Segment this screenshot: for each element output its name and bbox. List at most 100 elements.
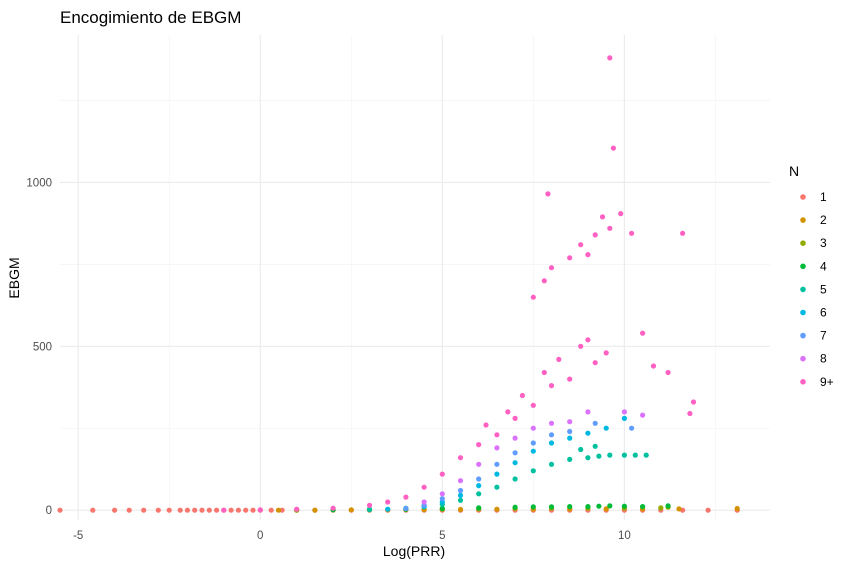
point-series-4 <box>665 503 671 509</box>
point-series-9+ <box>545 191 551 197</box>
point-series-6 <box>567 435 573 441</box>
point-series-5 <box>366 506 373 513</box>
point-series-1 <box>177 507 183 513</box>
point-series-2 <box>348 507 354 513</box>
point-series-9+ <box>567 255 573 261</box>
point-series-5 <box>621 452 628 458</box>
point-series-8 <box>421 499 427 505</box>
legend-label-8: 8 <box>820 352 827 366</box>
point-series-1 <box>250 507 256 513</box>
point-series-9+ <box>690 399 697 405</box>
legend-key-6 <box>800 309 806 316</box>
legend-label-3: 3 <box>820 236 827 250</box>
point-series-9+ <box>599 214 606 220</box>
legend-label-7: 7 <box>820 329 827 343</box>
point-series-6 <box>512 460 518 466</box>
point-series-9+ <box>640 330 646 336</box>
point-series-9+ <box>476 442 482 448</box>
chart-title: Encogimiento de EBGM <box>60 8 241 27</box>
point-series-9+ <box>403 494 409 500</box>
point-series-1 <box>57 507 63 513</box>
point-series-9+ <box>585 252 591 258</box>
legend-label-2: 2 <box>820 213 827 227</box>
point-series-6 <box>621 415 628 421</box>
point-series-8 <box>494 445 500 451</box>
point-series-5 <box>632 452 638 458</box>
grid-lines <box>60 35 770 520</box>
y-tick-label: 1000 <box>26 177 52 189</box>
point-series-7 <box>439 496 445 502</box>
point-series-5 <box>457 497 464 503</box>
point-series-5 <box>530 468 536 474</box>
point-series-9+ <box>610 145 617 151</box>
point-series-9+ <box>457 455 464 461</box>
point-series-6 <box>585 430 591 436</box>
point-series-8 <box>640 412 646 418</box>
point-series-6 <box>494 471 500 477</box>
x-tick-label: 0 <box>257 530 263 542</box>
legend-label-6: 6 <box>820 306 827 320</box>
point-series-6 <box>385 506 391 512</box>
legend: N 1 2 3 4 5 6 7 8 9+ <box>789 163 834 389</box>
point-series-5 <box>596 453 602 459</box>
point-series-4 <box>607 503 613 509</box>
point-series-1 <box>184 507 190 513</box>
point-series-4 <box>621 503 628 509</box>
x-tick-label: -5 <box>73 530 83 542</box>
point-series-9+ <box>603 350 609 356</box>
point-series-2 <box>676 506 682 512</box>
point-series-2 <box>734 505 740 512</box>
legend-key-8 <box>800 355 806 362</box>
point-series-1 <box>214 507 220 513</box>
point-series-2 <box>275 507 282 513</box>
legend-key-3 <box>800 240 806 246</box>
legend-key-2 <box>800 217 806 223</box>
point-series-6 <box>603 425 609 431</box>
point-series-4 <box>512 504 518 510</box>
x-tick-label: 5 <box>439 530 445 542</box>
point-series-5 <box>592 443 598 449</box>
data-points <box>57 55 740 513</box>
point-series-2 <box>457 506 464 513</box>
point-series-9+ <box>607 225 613 231</box>
point-series-9+ <box>512 415 518 421</box>
point-series-9+ <box>530 402 536 408</box>
point-series-4 <box>567 504 573 510</box>
legend-label-1: 1 <box>820 190 827 204</box>
point-series-9+ <box>541 369 547 376</box>
point-series-1 <box>235 507 241 513</box>
point-series-9+ <box>330 505 336 511</box>
point-series-9+ <box>578 242 584 248</box>
legend-key-4 <box>800 263 806 270</box>
point-series-3 <box>658 505 664 511</box>
point-series-7 <box>530 440 536 446</box>
y-axis-ticks: 0 500 1000 <box>26 177 52 517</box>
point-series-9+ <box>607 55 613 61</box>
point-series-1 <box>199 507 205 513</box>
point-series-9+ <box>221 507 227 513</box>
legend-key-1 <box>800 194 806 200</box>
point-series-7 <box>567 428 573 435</box>
point-series-1 <box>90 507 96 513</box>
point-series-9+ <box>592 360 598 366</box>
point-series-4 <box>640 504 646 510</box>
point-series-1 <box>279 507 285 513</box>
point-series-7 <box>457 487 464 494</box>
legend-label-9+: 9+ <box>820 375 834 389</box>
point-series-7 <box>494 461 500 467</box>
point-series-4 <box>530 504 536 510</box>
point-series-9+ <box>519 392 526 399</box>
point-series-1 <box>192 507 198 513</box>
point-series-9+ <box>439 471 445 477</box>
point-series-4 <box>476 505 482 511</box>
point-series-9+ <box>618 211 624 217</box>
point-series-4 <box>585 504 591 510</box>
point-series-9+ <box>629 230 635 236</box>
point-series-5 <box>476 491 482 497</box>
legend-label-5: 5 <box>820 282 827 296</box>
point-series-2 <box>312 507 318 513</box>
point-series-1 <box>705 507 711 513</box>
point-series-9+ <box>650 363 657 369</box>
point-series-5 <box>548 461 555 467</box>
point-series-9+ <box>505 409 511 415</box>
